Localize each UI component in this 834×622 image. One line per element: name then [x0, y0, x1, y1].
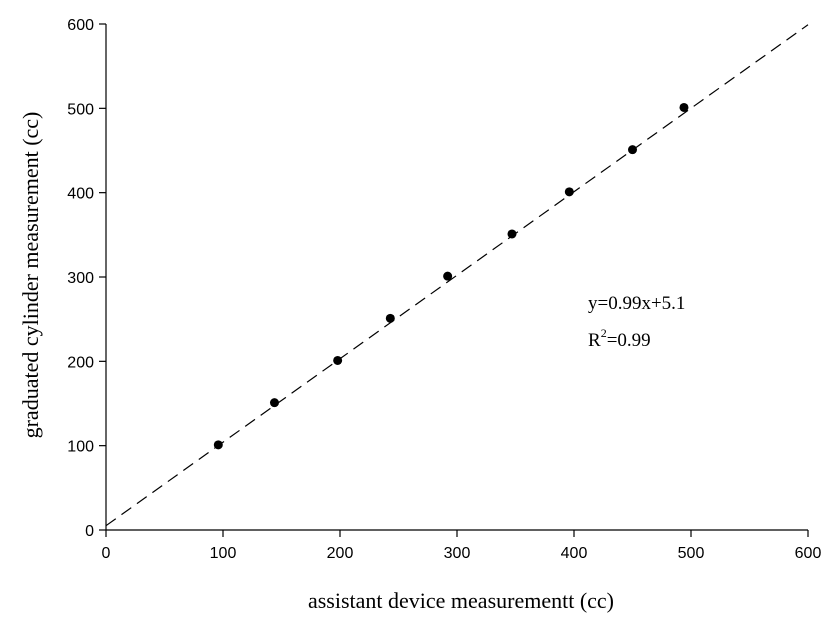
r-squared-annotation: R2=0.99	[588, 326, 651, 351]
r-squared-value: =0.99	[607, 330, 651, 351]
data-point	[443, 271, 453, 281]
data-points	[213, 102, 689, 450]
x-axis-ticks: 0 100 200 300 400 500 600	[102, 530, 822, 562]
equation-annotation: y=0.99x+5.1	[588, 293, 685, 314]
y-tick-label: 500	[67, 101, 94, 118]
data-point	[679, 102, 689, 112]
x-tick-label: 500	[678, 545, 705, 562]
y-tick-label: 200	[67, 354, 94, 371]
data-point	[628, 145, 637, 155]
y-tick-label: 100	[67, 439, 94, 456]
data-point	[269, 398, 279, 408]
y-tick-label: 400	[67, 186, 94, 203]
y-tick-label: 600	[67, 17, 94, 34]
regression-line	[105, 24, 809, 527]
y-tick-label: 300	[67, 270, 94, 287]
y-tick-label: 0	[85, 523, 94, 540]
data-point	[564, 187, 574, 197]
x-tick-label: 300	[444, 545, 471, 562]
y-axis-ticks: 0 100 200 300 400 500 600	[67, 17, 106, 540]
x-tick-label: 200	[327, 545, 354, 562]
r-squared-prefix: R	[588, 330, 601, 351]
y-axis-title: graduated cylinder measurement (cc)	[18, 112, 43, 439]
data-point	[213, 440, 223, 450]
r-squared-superscript: 2	[601, 326, 607, 340]
x-axis-title: assistant device measurementt (cc)	[308, 588, 614, 613]
x-tick-label: 600	[795, 545, 822, 562]
data-point	[385, 313, 395, 323]
fit-line-group	[105, 24, 809, 527]
x-tick-label: 400	[561, 545, 588, 562]
data-point	[507, 229, 517, 239]
x-tick-label: 100	[210, 545, 237, 562]
x-tick-label: 0	[102, 545, 111, 562]
data-point	[333, 355, 343, 365]
